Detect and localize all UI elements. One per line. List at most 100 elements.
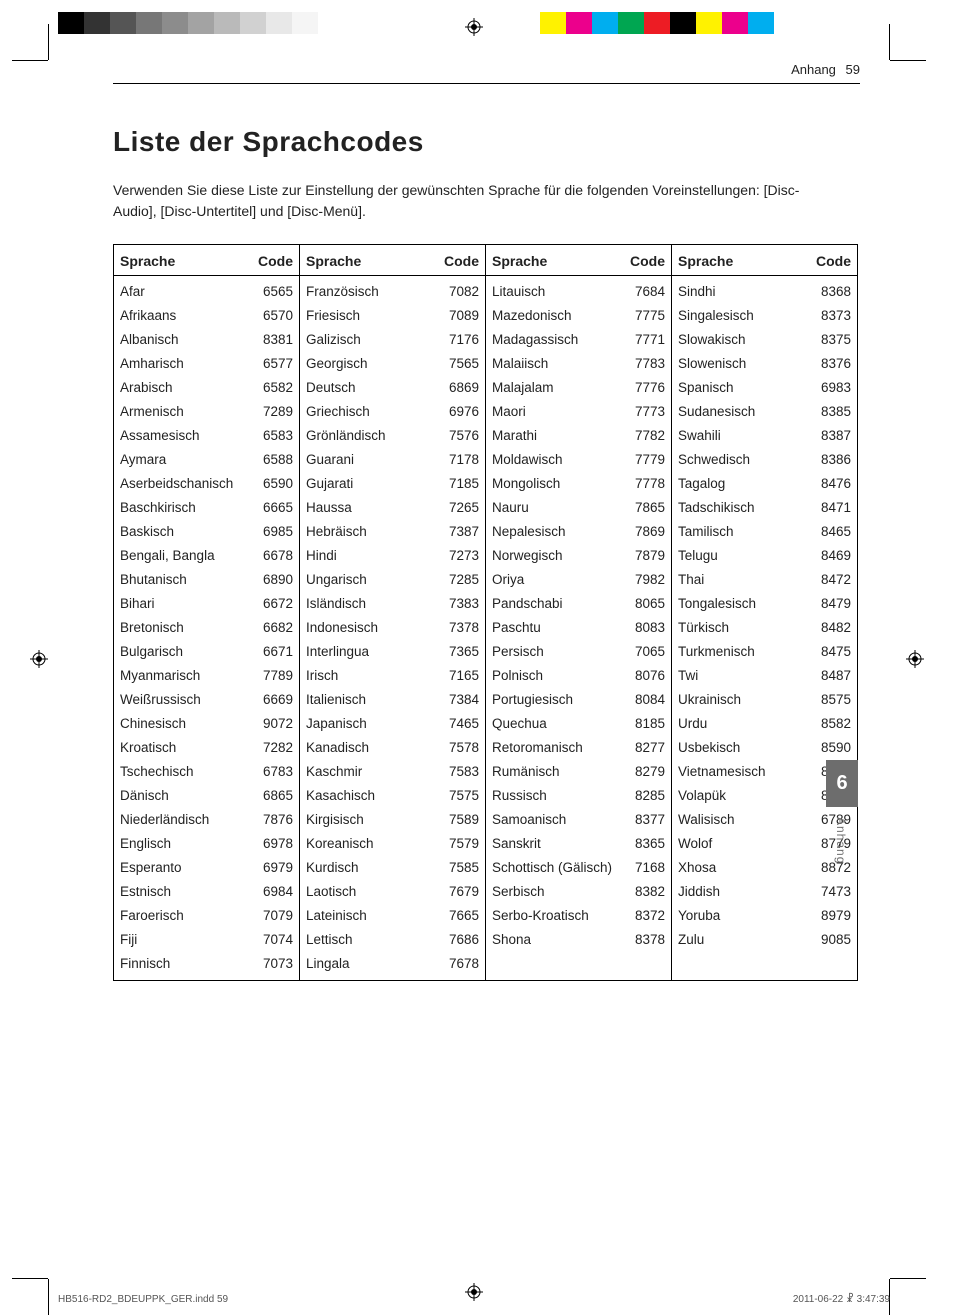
table-row: Ukrainisch8575	[678, 688, 851, 712]
table-row: Aserbeidschanisch6590	[120, 472, 293, 496]
table-row: Gujarati7185	[306, 472, 479, 496]
lang-code: 8368	[801, 280, 851, 304]
table-row: Tadschikisch8471	[678, 496, 851, 520]
table-row: Arabisch6582	[120, 376, 293, 400]
lang-name: Singalesisch	[678, 304, 801, 328]
lang-name: Georgisch	[306, 352, 429, 376]
lang-code: 7378	[429, 616, 479, 640]
swatch	[774, 12, 800, 34]
lang-name: Pandschabi	[492, 592, 615, 616]
table-row: Turkmenisch8475	[678, 640, 851, 664]
lang-code: 8465	[801, 520, 851, 544]
lang-code: 7383	[429, 592, 479, 616]
lang-code: 7678	[429, 952, 479, 976]
lang-code: 8084	[615, 688, 665, 712]
table-row: Shona8378	[492, 928, 665, 952]
lang-name: Retoromanisch	[492, 736, 615, 760]
table-row: Kroatisch7282	[120, 736, 293, 760]
lang-name: Haussa	[306, 496, 429, 520]
table-row: Indonesisch7378	[306, 616, 479, 640]
crop-mark	[12, 60, 48, 61]
crop-mark	[12, 1278, 48, 1279]
lang-name: Türkisch	[678, 616, 801, 640]
lang-name: Guarani	[306, 448, 429, 472]
lang-name: Tongalesisch	[678, 592, 801, 616]
swatch	[722, 12, 748, 34]
table-row: Tschechisch6783	[120, 760, 293, 784]
lang-name: Indonesisch	[306, 616, 429, 640]
registration-mark-icon	[465, 18, 483, 36]
lang-name: Amharisch	[120, 352, 243, 376]
crop-mark	[890, 60, 926, 61]
registration-mark-icon	[906, 650, 924, 668]
table-row: Niederländisch7876	[120, 808, 293, 832]
lang-code: 8471	[801, 496, 851, 520]
lang-name: Hebräisch	[306, 520, 429, 544]
lang-name: Yoruba	[678, 904, 801, 928]
swatch	[110, 12, 136, 34]
table-row: Schottisch (Gälisch)7168	[492, 856, 665, 880]
lang-code: 6865	[243, 784, 293, 808]
lang-name: Niederländisch	[120, 808, 243, 832]
table-row: Bulgarisch6671	[120, 640, 293, 664]
lang-name: Laotisch	[306, 880, 429, 904]
lang-code: 7776	[615, 376, 665, 400]
table-row: Interlingua7365	[306, 640, 479, 664]
table-row: Bretonisch6682	[120, 616, 293, 640]
lang-name: Nepalesisch	[492, 520, 615, 544]
table-row: Kasachisch7575	[306, 784, 479, 808]
lang-name: Swahili	[678, 424, 801, 448]
lang-name: Volapük	[678, 784, 801, 808]
swatch	[318, 12, 344, 34]
lang-name: Irisch	[306, 664, 429, 688]
lang-code: 6983	[801, 376, 851, 400]
lang-name: Slowakisch	[678, 328, 801, 352]
lang-name: Thai	[678, 568, 801, 592]
lang-name: Sudanesisch	[678, 400, 801, 424]
table-row: Nepalesisch7869	[492, 520, 665, 544]
lang-name: Baskisch	[120, 520, 243, 544]
lang-name: Rumänisch	[492, 760, 615, 784]
lang-code: 6582	[243, 376, 293, 400]
running-header: Anhang 59	[113, 58, 860, 84]
table-row: Tagalog8476	[678, 472, 851, 496]
table-row: Yoruba8979	[678, 904, 851, 928]
lang-code: 7585	[429, 856, 479, 880]
lang-name: Tadschikisch	[678, 496, 801, 520]
lang-name: Hindi	[306, 544, 429, 568]
lang-code: 8382	[615, 880, 665, 904]
lang-name: Kroatisch	[120, 736, 243, 760]
lang-code: 7168	[615, 856, 665, 880]
table-row: Slowenisch8376	[678, 352, 851, 376]
table-row: Deutsch6869	[306, 376, 479, 400]
lang-name: Bhutanisch	[120, 568, 243, 592]
table-row: Hebräisch7387	[306, 520, 479, 544]
lang-code: 8387	[801, 424, 851, 448]
lang-code: 6978	[243, 832, 293, 856]
table-row: Friesisch7089	[306, 304, 479, 328]
table-row: Georgisch7565	[306, 352, 479, 376]
lang-name: Kanadisch	[306, 736, 429, 760]
lang-code: 7865	[615, 496, 665, 520]
lang-name: Sindhi	[678, 280, 801, 304]
table-row: Zulu9085	[678, 928, 851, 952]
lang-code: 8386	[801, 448, 851, 472]
table-row: Esperanto6979	[120, 856, 293, 880]
lang-name: Lateinisch	[306, 904, 429, 928]
lang-name: Italienisch	[306, 688, 429, 712]
lang-name: Lettisch	[306, 928, 429, 952]
lang-code: 8979	[801, 904, 851, 928]
lang-code: 8083	[615, 616, 665, 640]
lang-code: 8375	[801, 328, 851, 352]
lang-code: 6671	[243, 640, 293, 664]
table-row: Isländisch7383	[306, 592, 479, 616]
crop-mark	[48, 24, 49, 60]
swatch	[214, 12, 240, 34]
lang-name: Zulu	[678, 928, 801, 952]
swatch	[618, 12, 644, 34]
chapter-number: 6	[826, 760, 858, 807]
lang-code: 7465	[429, 712, 479, 736]
lang-code: 6565	[243, 280, 293, 304]
table-row: Italienisch7384	[306, 688, 479, 712]
lang-code: 8381	[243, 328, 293, 352]
